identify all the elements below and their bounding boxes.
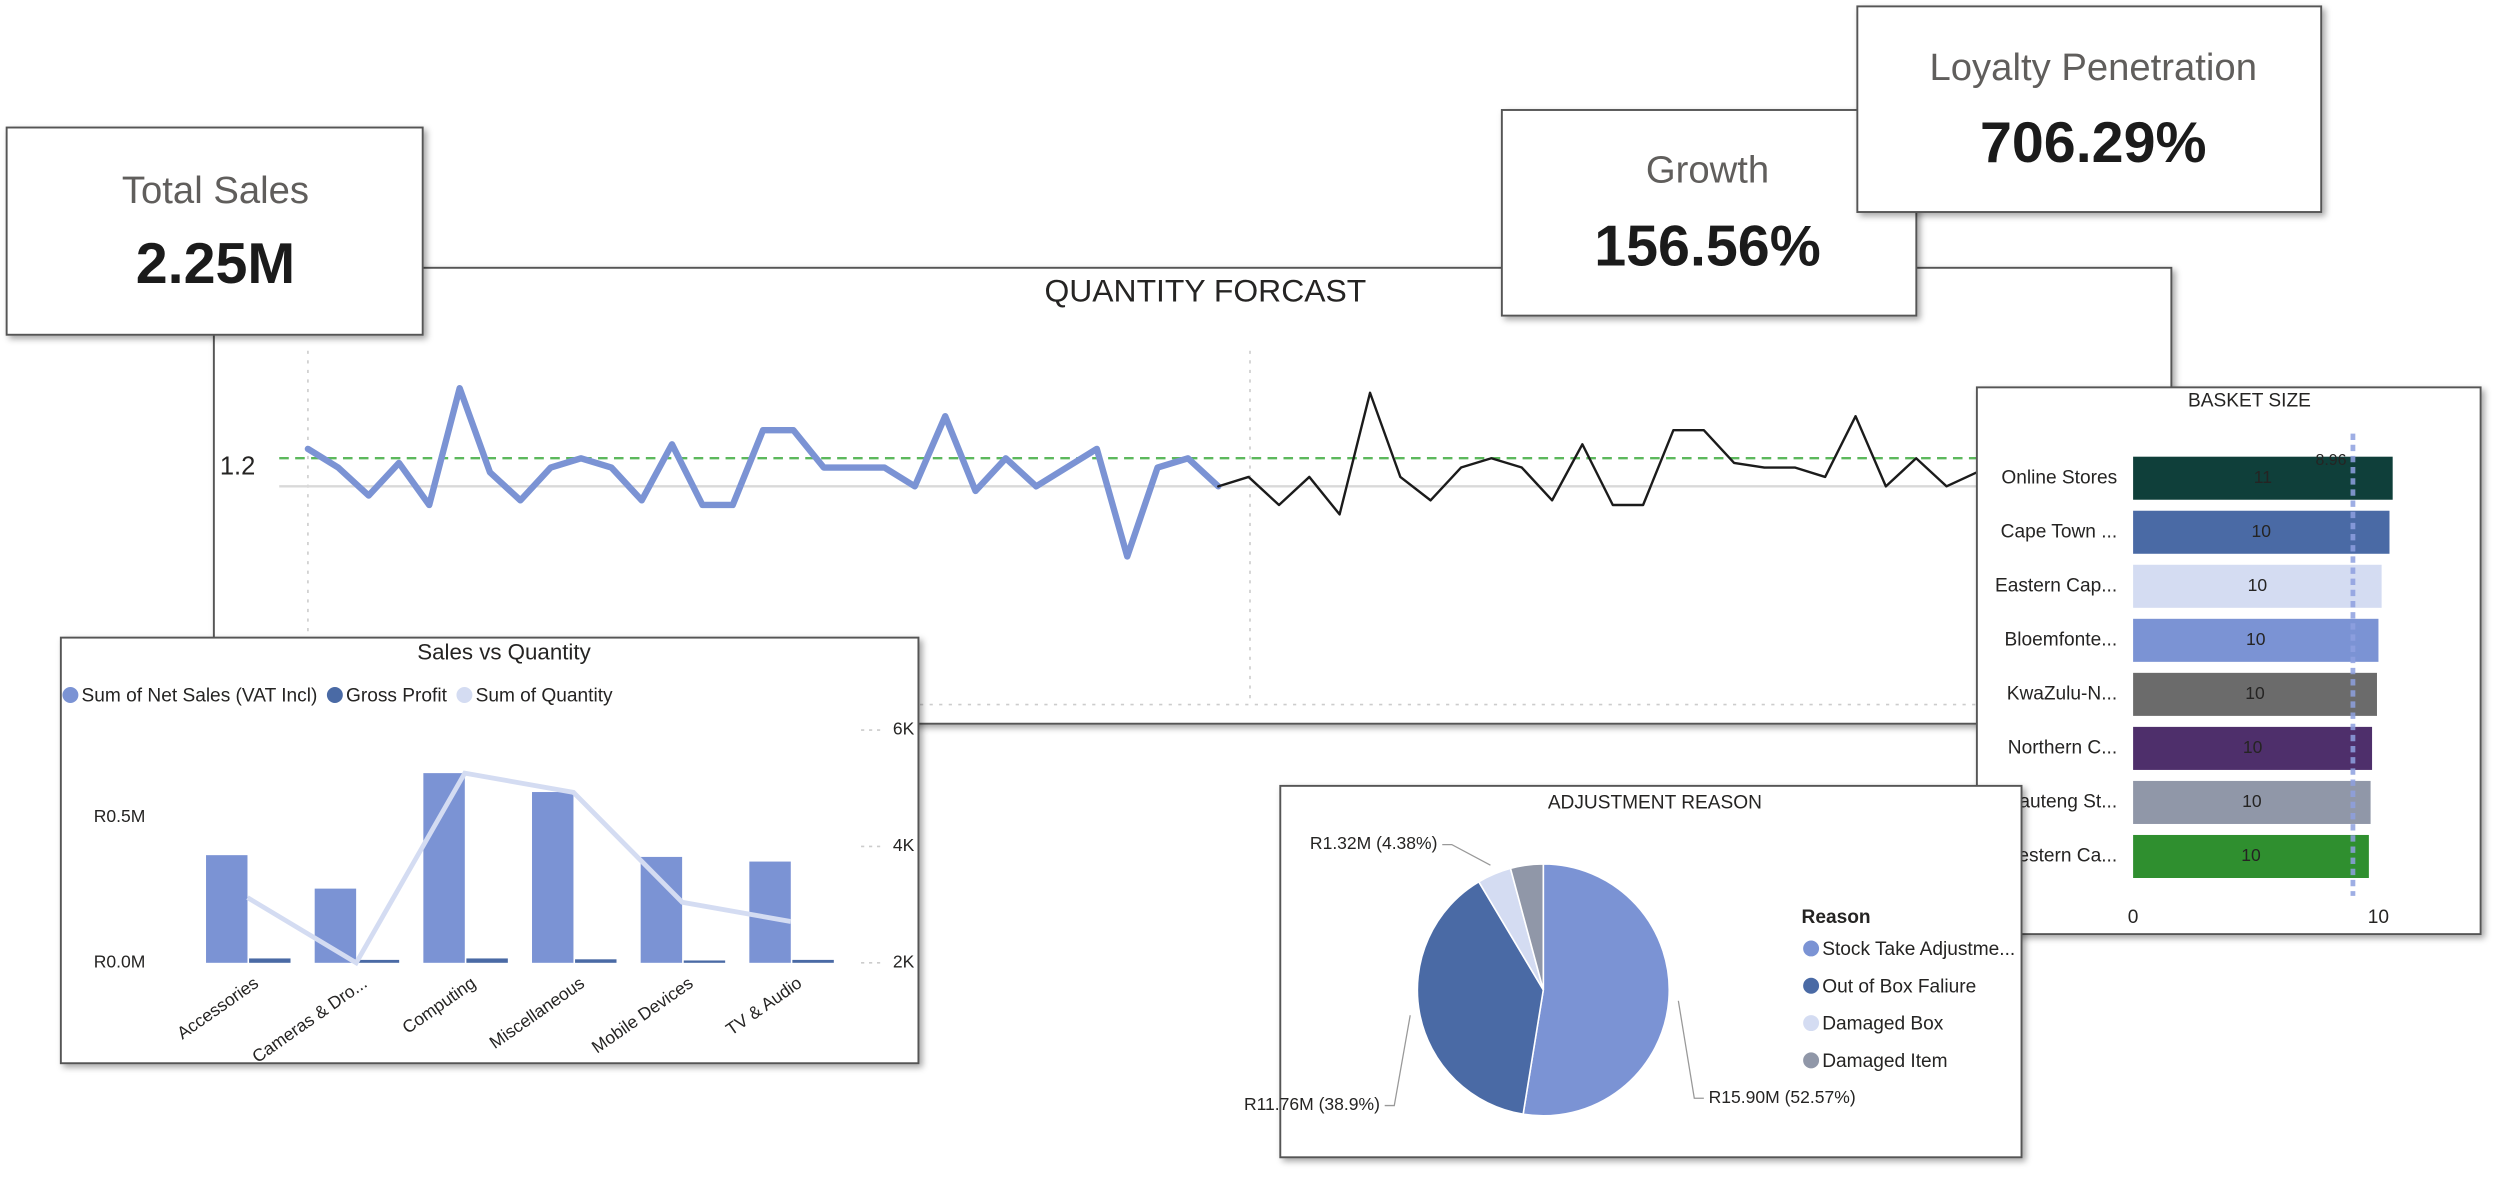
- y2-tick-label: 4K: [893, 835, 915, 855]
- y-tick-label: R0.0M: [94, 951, 146, 971]
- card-label: Loyalty Penetration: [1930, 46, 2257, 89]
- kpi-card: Loyalty Penetration 706.29%: [1856, 5, 2323, 213]
- card-label: Growth: [1646, 148, 1769, 191]
- data-label: R15.90M (52.57%): [1709, 1087, 1856, 1107]
- bar-value-label: 10: [2246, 629, 2266, 649]
- category-label: Eastern Cap...: [1995, 575, 2117, 596]
- bar: [2133, 618, 2379, 662]
- bar: [792, 959, 834, 963]
- bar: [2133, 672, 2377, 716]
- leader-line: [1384, 1015, 1411, 1107]
- legend-label: Damaged Item: [1822, 1051, 1947, 1072]
- chart-title: BASKET SIZE: [2188, 391, 2311, 412]
- legend-label: Stock Take Adjustme...: [1822, 939, 2015, 960]
- chart-title: QUANTITY FORCAST: [1044, 273, 1366, 309]
- category-label: Bloemfonte...: [2005, 629, 2118, 650]
- pie-slice: [1509, 863, 1545, 991]
- category-label: Online Stores: [2001, 467, 2117, 488]
- bar: [640, 856, 683, 963]
- card-value: 2.25M: [136, 232, 295, 296]
- series-line: [304, 384, 1222, 560]
- bar: [749, 861, 791, 963]
- pie-slice: [1522, 863, 1670, 1117]
- legend-label: Sum of Quantity: [476, 686, 613, 707]
- card-frame: [1500, 109, 1918, 317]
- category-label: KwaZulu-N...: [2007, 683, 2117, 704]
- legend-label: Damaged Box: [1822, 1014, 1944, 1035]
- bar: [249, 958, 291, 963]
- category-label: Cape Town ...: [2001, 521, 2118, 542]
- bar: [2133, 564, 2382, 608]
- legend-label: Out of Box Faliure: [1822, 976, 1976, 997]
- bar-value-label: 10: [2241, 845, 2261, 865]
- bar: [575, 959, 617, 963]
- card-value: 706.29%: [1980, 111, 2207, 175]
- series-line: [1217, 391, 1979, 516]
- legend-swatch: [1803, 1015, 1820, 1032]
- series-line: [246, 770, 792, 967]
- card-value: 156.56%: [1594, 214, 1821, 278]
- leader-line: [1677, 1000, 1704, 1099]
- category-label: Gauteng St...: [2005, 791, 2118, 812]
- legend-title: Reason: [1802, 907, 1871, 928]
- chart-title: ADJUSTMENT REASON: [1548, 792, 1762, 813]
- legend-swatch: [326, 687, 343, 703]
- kpi-card: Total Sales 2.25M: [5, 126, 424, 336]
- bar-value-label: 10: [2248, 575, 2268, 595]
- bar: [532, 792, 574, 963]
- bar: [2133, 834, 2369, 879]
- bar: [2133, 780, 2371, 824]
- card-frame: [1856, 5, 2323, 213]
- y-tick-label: 1.2: [220, 452, 255, 480]
- bar: [683, 960, 726, 963]
- basket-size-panel: BASKET SIZE Online Stores 11 Cape Town ...…: [1975, 386, 2482, 936]
- data-label: R1.32M (4.38%): [1310, 833, 1438, 853]
- average-label: 8.96: [2316, 452, 2347, 469]
- x-tick-label: 0: [2128, 907, 2139, 928]
- pie-slice: [1416, 880, 1545, 1116]
- bar: [206, 855, 248, 963]
- card-label: Total Sales: [122, 169, 309, 212]
- card-frame: [5, 126, 424, 336]
- leader-line: [1442, 843, 1491, 866]
- legend-swatch: [62, 687, 79, 703]
- legend-swatch: [1803, 940, 1820, 957]
- category-label: Western Ca...: [2001, 846, 2117, 867]
- legend-swatch: [1803, 1052, 1820, 1069]
- adjustment-panel: ADJUSTMENT REASON Reason R15.90M (52.57%…: [1244, 784, 2023, 1159]
- bar-value-label: 10: [2242, 791, 2262, 811]
- bar-value-label: 10: [2245, 683, 2265, 703]
- x-tick-label: 10: [2368, 907, 2389, 928]
- kpi-card: Growth 156.56%: [1500, 109, 1918, 317]
- panel-frame: [59, 636, 920, 1065]
- bar: [423, 773, 465, 963]
- bar: [2133, 510, 2390, 554]
- bar-value-label: 10: [2243, 737, 2263, 757]
- bar: [466, 958, 508, 963]
- y2-tick-label: 2K: [893, 951, 915, 971]
- bar: [2133, 456, 2393, 500]
- bar: [2133, 726, 2373, 770]
- legend-label: Sum of Net Sales (VAT Incl): [82, 686, 318, 707]
- bar-value-label: 10: [2252, 521, 2272, 541]
- bar: [357, 959, 400, 963]
- category-label: Northern C...: [2008, 737, 2117, 758]
- data-label: R11.76M (38.9%): [1244, 1094, 1380, 1114]
- legend-swatch: [1803, 977, 1820, 994]
- bar-value-label: 11: [2254, 467, 2272, 487]
- chart-title: Sales vs Quantity: [417, 639, 591, 664]
- y2-tick-label: 6K: [893, 719, 915, 739]
- legend-label: Gross Profit: [346, 686, 448, 707]
- legend-swatch: [456, 687, 473, 703]
- sales-quantity-panel: Sales vs Quantity Sum of Net Sales (VAT …: [59, 636, 920, 1067]
- y-tick-label: R0.5M: [94, 806, 146, 826]
